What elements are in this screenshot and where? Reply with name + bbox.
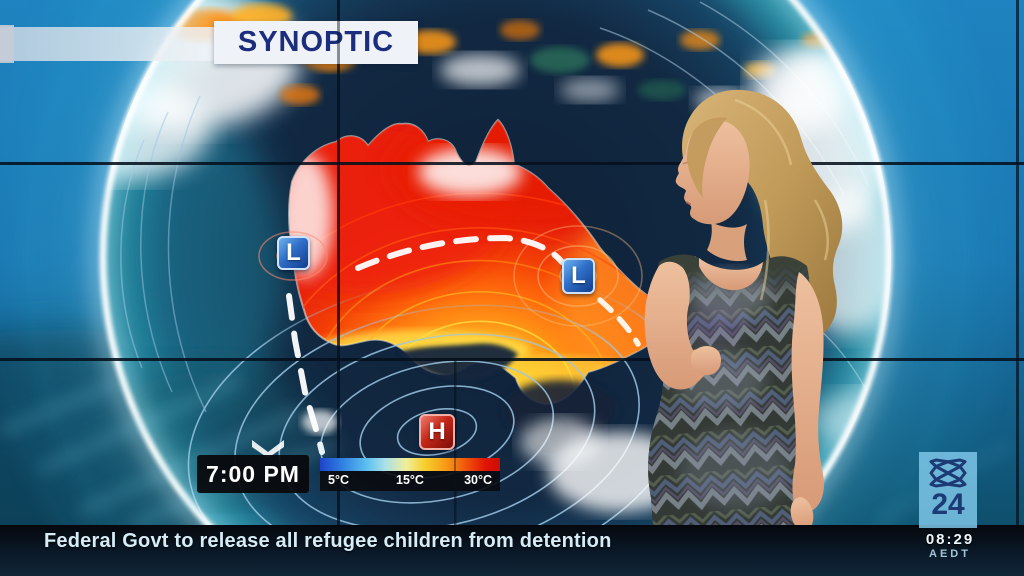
temperature-gradient-bar — [320, 458, 500, 471]
banner-title: SYNOPTIC — [237, 26, 395, 58]
presenter-lips — [685, 201, 692, 205]
pressure-marker-low-1: L — [277, 236, 310, 270]
clock-time: 08:29 — [925, 531, 975, 548]
channel-number: 24 — [931, 488, 965, 521]
globe-outer-glow — [0, 0, 1007, 526]
cold-front-dashed-line — [286, 293, 325, 455]
trough-dashed-line — [355, 234, 641, 347]
video-wall-seams — [0, 0, 1024, 526]
pressure-letter: H — [428, 418, 446, 445]
pressure-marker-high: H — [419, 414, 455, 450]
temperature-scale: 5°C 15°C 30°C — [320, 458, 500, 491]
isobars-west-limb — [120, 95, 207, 413]
presenter-hair-highlights — [734, 98, 829, 301]
scale-tick-5c: 5°C — [328, 473, 349, 487]
pressure-letter: L — [571, 262, 586, 289]
video-wall-seam — [337, 21, 340, 64]
forecast-time-label: 7:00 PM — [206, 460, 300, 487]
presenter-dress — [648, 254, 815, 526]
scale-tick-30c: 30°C — [464, 473, 492, 487]
abc-lissajous-icon — [929, 458, 967, 488]
channel-logo: 24 — [919, 452, 977, 528]
scale-tick-15c: 15°C — [396, 473, 424, 487]
news-ticker-bar: Federal Govt to release all refugee chil… — [0, 525, 1024, 576]
banner-tail-strip — [0, 27, 224, 61]
banner-edge-tab — [0, 25, 14, 63]
presenter-neckline — [699, 258, 763, 291]
clock-timezone: AEDT — [929, 548, 971, 560]
weather-map-globe — [0, 0, 1024, 526]
video-wall-seam — [454, 458, 456, 491]
forecast-time-box: 7:00 PM — [197, 455, 309, 493]
ticker-headline: Federal Govt to release all refugee chil… — [44, 530, 612, 552]
banner-title-box: SYNOPTIC — [214, 21, 418, 64]
presenter-hair-fringe — [687, 117, 727, 198]
pressure-letter: L — [286, 239, 301, 266]
temperature-scale-labels: 5°C 15°C 30°C — [320, 471, 500, 491]
presenter-arms — [644, 261, 824, 526]
globe-rim-glow — [90, 0, 902, 526]
pressure-marker-low-2: L — [562, 258, 595, 294]
broadcast-clock: 08:29 AEDT — [912, 531, 988, 561]
presenter-neck — [707, 222, 747, 262]
synoptic-banner: SYNOPTIC — [0, 21, 418, 64]
weather-presenter — [644, 89, 843, 526]
front-chevron-symbol — [252, 440, 284, 458]
